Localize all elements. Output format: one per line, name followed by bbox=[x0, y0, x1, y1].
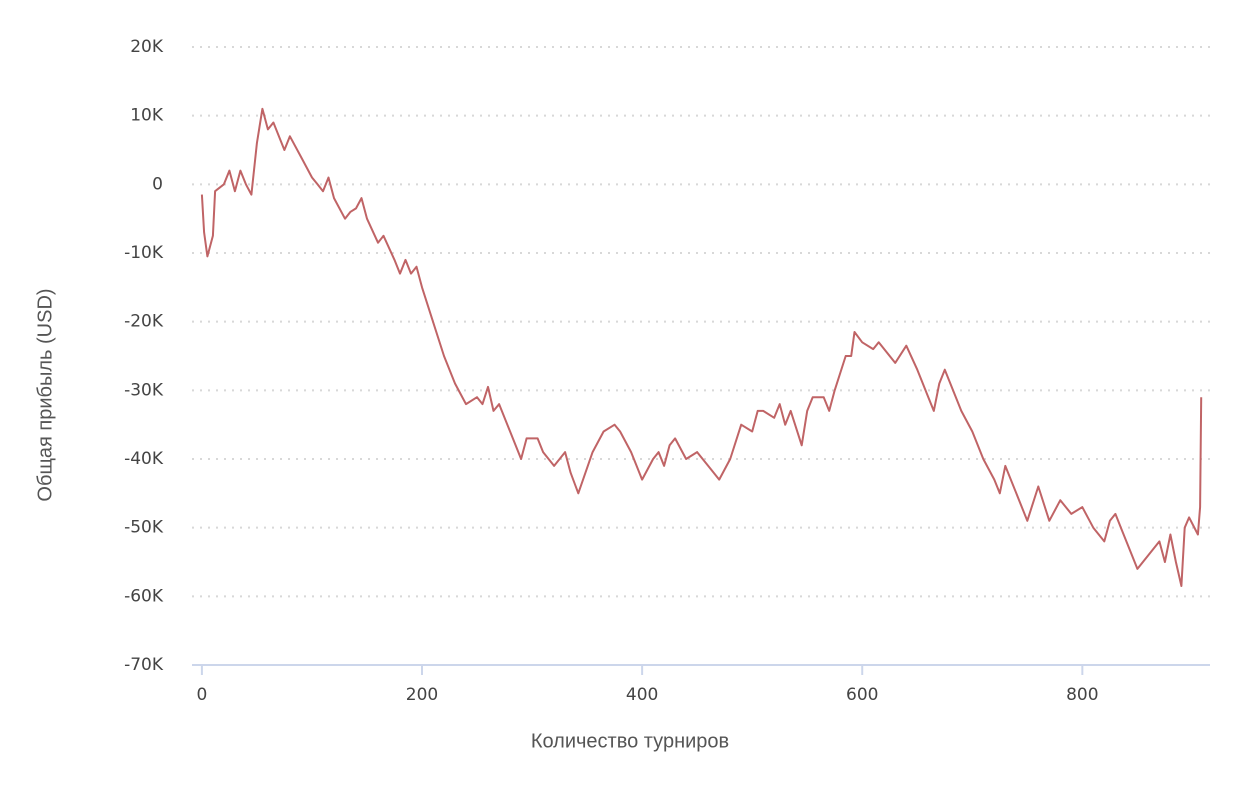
x-tick-label: 600 bbox=[846, 685, 878, 705]
x-tick-label: 800 bbox=[1066, 685, 1098, 705]
y-tick-label: 10K bbox=[130, 106, 164, 126]
y-tick-label: -10K bbox=[124, 243, 164, 263]
y-tick-label: 20K bbox=[130, 37, 164, 57]
x-tick-label: 400 bbox=[626, 685, 658, 705]
x-axis-title: Количество турниров bbox=[531, 730, 729, 752]
y-tick-label: 0 bbox=[152, 174, 163, 194]
y-tick-label: -60K bbox=[124, 586, 164, 606]
y-tick-label: -20K bbox=[124, 312, 164, 332]
y-tick-label: -30K bbox=[124, 380, 164, 400]
y-tick-label: -50K bbox=[124, 518, 164, 538]
x-tick-label: 200 bbox=[406, 685, 438, 705]
x-tick-label: 0 bbox=[196, 685, 207, 705]
y-axis-title: Общая прибыль (USD) bbox=[34, 288, 56, 501]
y-tick-label: -40K bbox=[124, 449, 164, 469]
y-tick-label: -70K bbox=[124, 655, 164, 675]
profit-line bbox=[200, 107, 1203, 587]
